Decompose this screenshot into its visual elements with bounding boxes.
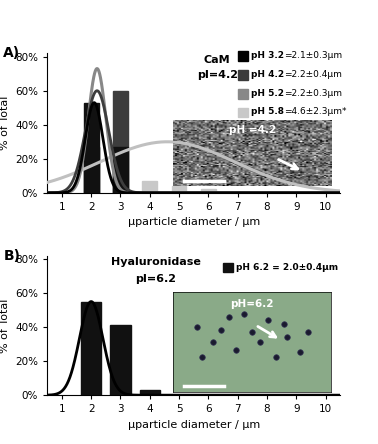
Bar	[223, 262, 233, 272]
Text: pH 5.8: pH 5.8	[251, 107, 284, 116]
Bar	[139, 390, 160, 395]
Text: CaM: CaM	[204, 55, 231, 65]
Bar	[84, 147, 99, 193]
X-axis label: μparticle diameter / μm: μparticle diameter / μm	[128, 420, 260, 430]
Bar	[172, 186, 186, 193]
Text: pI=4.2: pI=4.2	[197, 70, 238, 80]
Text: pH 6.2 = 2.0±0.4μm: pH 6.2 = 2.0±0.4μm	[236, 263, 338, 272]
Bar	[238, 51, 248, 61]
Text: =2.1±0.3μm: =2.1±0.3μm	[285, 51, 343, 60]
Text: =4.6±2.3μm*: =4.6±2.3μm*	[285, 107, 347, 116]
Bar	[110, 325, 131, 395]
Bar	[143, 181, 157, 193]
Bar	[81, 301, 101, 395]
Text: =2.2±0.3μm: =2.2±0.3μm	[285, 88, 342, 98]
Text: Hyaluronidase: Hyaluronidase	[111, 257, 201, 267]
Bar	[230, 192, 245, 193]
Bar	[84, 147, 99, 193]
X-axis label: μparticle diameter / μm: μparticle diameter / μm	[128, 218, 260, 227]
Text: pI=6.2: pI=6.2	[135, 274, 176, 284]
Text: =2.2±0.4μm: =2.2±0.4μm	[285, 70, 342, 79]
Bar	[84, 103, 99, 193]
Text: B): B)	[3, 249, 20, 263]
Y-axis label: % of Total: % of Total	[0, 96, 10, 150]
Bar	[113, 147, 128, 193]
Text: A): A)	[3, 46, 20, 60]
Bar	[113, 147, 128, 193]
Bar	[84, 147, 99, 193]
Bar	[238, 89, 248, 99]
Bar	[238, 108, 248, 118]
Text: pH 3.2: pH 3.2	[251, 51, 284, 60]
Y-axis label: % of Total: % of Total	[0, 298, 10, 353]
Bar	[238, 70, 248, 80]
Text: pH 4.2: pH 4.2	[251, 70, 284, 79]
Bar	[113, 147, 128, 193]
Bar	[201, 190, 216, 193]
Bar	[113, 91, 128, 193]
Text: pH 5.2: pH 5.2	[251, 88, 284, 98]
